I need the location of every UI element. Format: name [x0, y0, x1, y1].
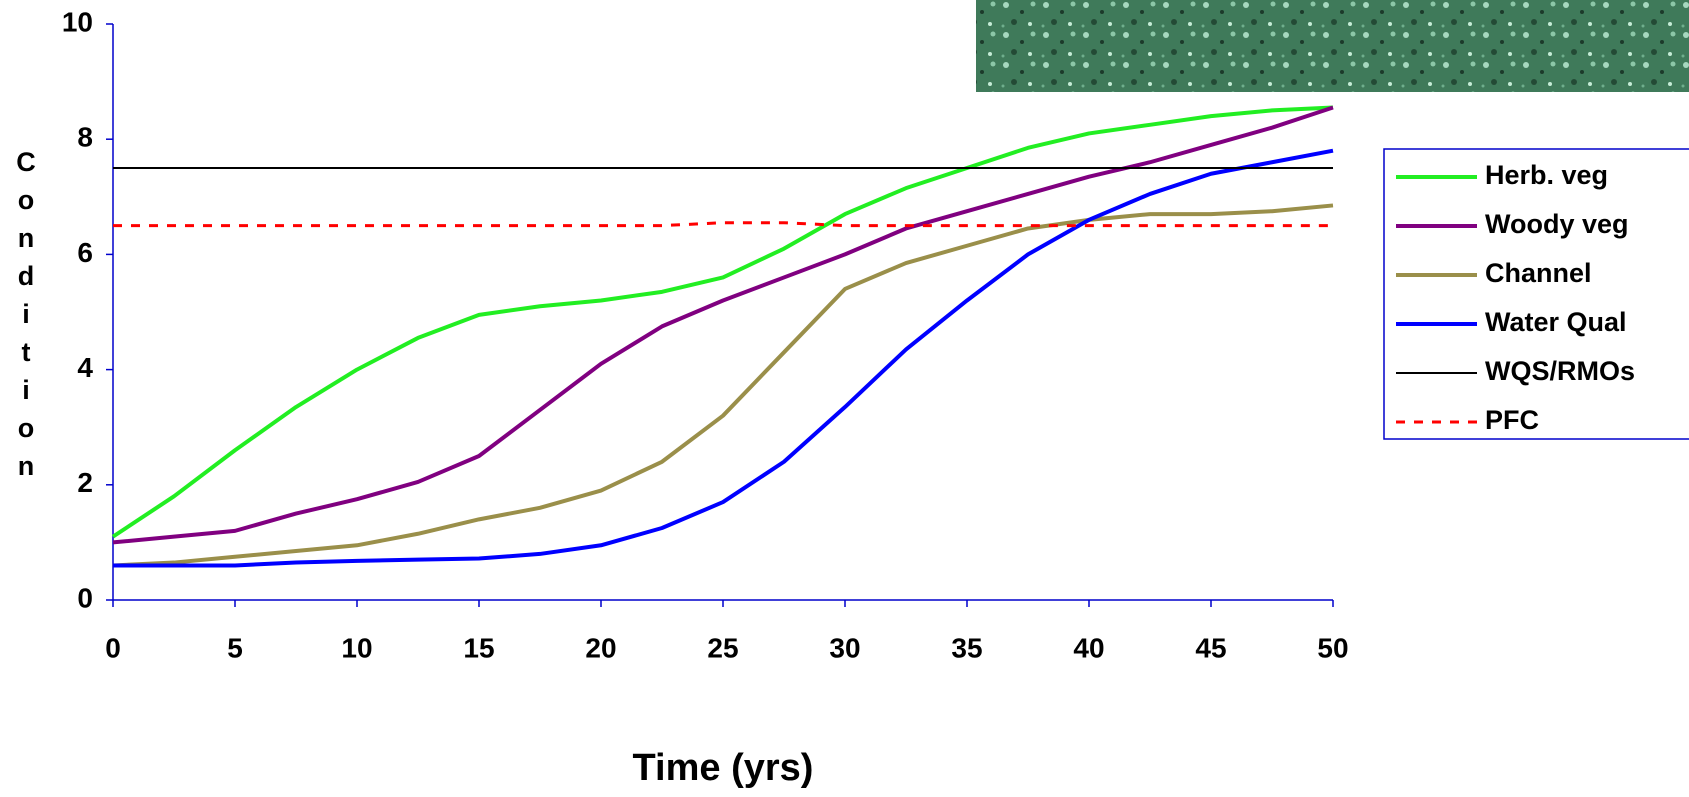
series-line [113, 108, 1333, 537]
photo [976, 0, 1689, 92]
legend-label: Water Qual [1485, 307, 1627, 337]
legend-label: PFC [1485, 405, 1539, 435]
legend [1384, 149, 1689, 439]
y-tick-label: 6 [77, 237, 93, 268]
legend-label: Herb. veg [1485, 160, 1608, 190]
y-tick-label: 10 [62, 6, 93, 37]
series-line [113, 108, 1333, 543]
x-tick-label: 0 [105, 632, 121, 663]
legend-label: WQS/RMOs [1485, 356, 1635, 386]
x-tick-label: 5 [227, 632, 243, 663]
x-tick-label: 15 [463, 632, 494, 663]
y-tick-label: 2 [77, 467, 93, 498]
x-tick-label: 20 [585, 632, 616, 663]
x-tick-label: 10 [341, 632, 372, 663]
x-tick-label: 45 [1195, 632, 1226, 663]
x-tick-label: 25 [707, 632, 738, 663]
legend-label: Channel [1485, 258, 1592, 288]
y-tick-label: 8 [77, 122, 93, 153]
series-line [113, 223, 1333, 226]
x-tick-label: 50 [1317, 632, 1348, 663]
y-axis-title: Condition [11, 147, 41, 489]
chart: Time (yrs) Condition 0 2 4 6 8 10 0 5 10 15 20 25 30… [0, 0, 1689, 797]
x-axis-title: Time (yrs) [633, 747, 814, 789]
x-tick-label: 30 [829, 632, 860, 663]
series-line [113, 205, 1333, 565]
y-tick-label: 4 [77, 352, 93, 383]
x-tick-label: 40 [1073, 632, 1104, 663]
y-tick-label: 0 [77, 582, 93, 613]
x-tick-label: 35 [951, 632, 982, 663]
legend-label: Woody veg [1485, 209, 1629, 239]
